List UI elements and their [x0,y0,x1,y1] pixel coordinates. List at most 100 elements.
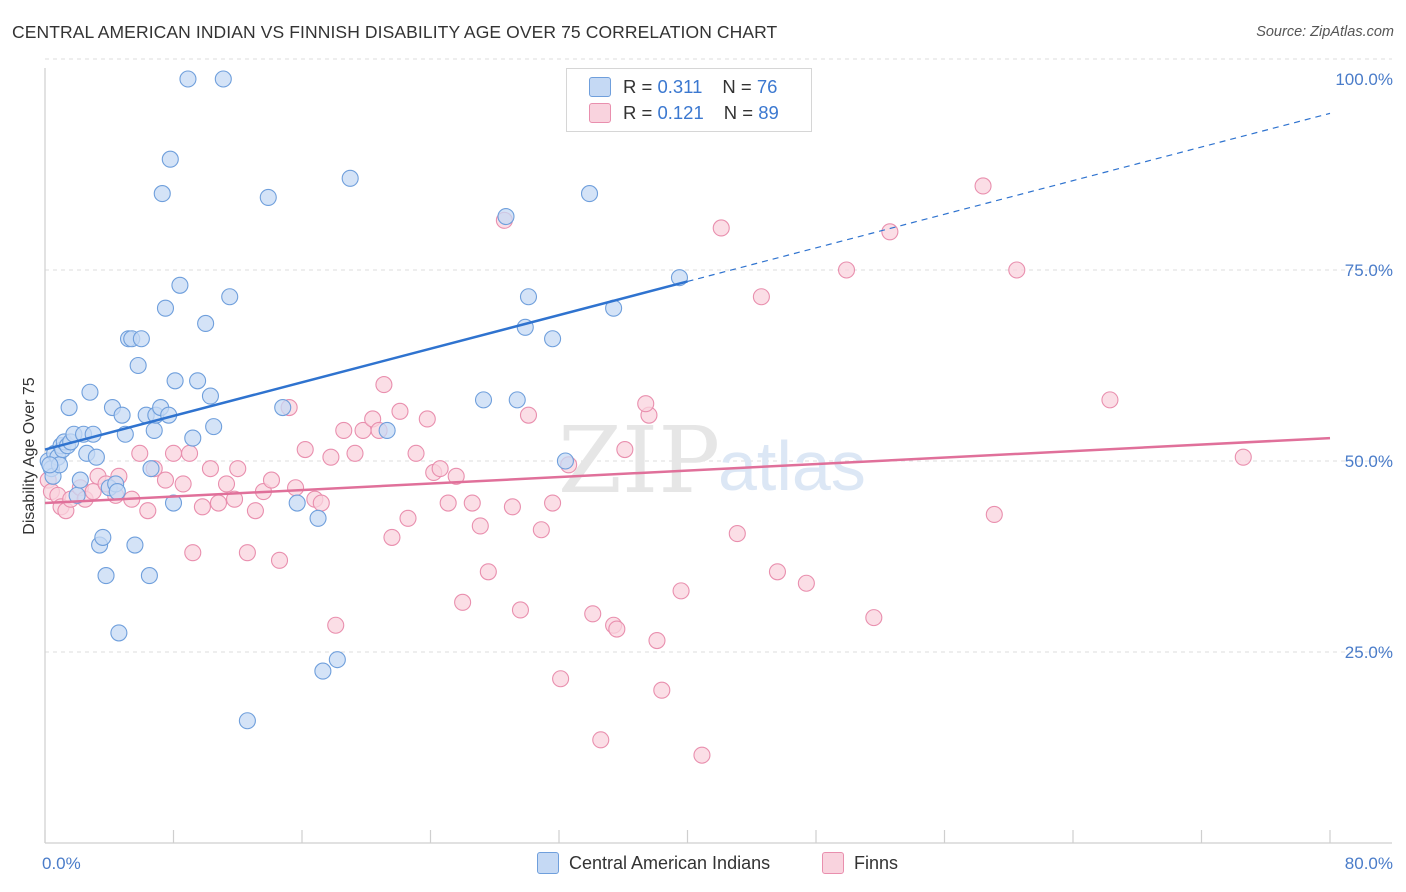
data-point [480,564,496,580]
data-point [114,407,130,423]
data-point [432,461,448,477]
y-axis-label: Disability Age Over 75 [21,377,38,535]
data-point [162,151,178,167]
data-point [392,403,408,419]
data-point [585,606,601,622]
data-point [72,472,88,488]
data-point [504,499,520,515]
data-point [239,713,255,729]
x-tick-label: 80.0% [1345,854,1393,873]
data-point [180,71,196,87]
data-point [609,621,625,637]
data-point [323,449,339,465]
data-point [419,411,435,427]
data-point [400,510,416,526]
data-point [109,484,125,500]
data-point [769,564,785,580]
data-point [882,224,898,240]
data-point [82,384,98,400]
blue-trend-extension [688,113,1331,281]
x-tick-label: 0.0% [42,854,81,873]
data-point [194,499,210,515]
data-point [975,178,991,194]
pink-swatch [822,852,844,874]
bottom-legend-pink-label: Finns [854,853,898,874]
data-point [313,495,329,511]
data-point [206,419,222,435]
legend-r-value: 0.311 [657,76,702,98]
data-point [202,388,218,404]
data-point [222,289,238,305]
data-point [157,472,173,488]
data-point [553,671,569,687]
data-point [1009,262,1025,278]
data-point [95,529,111,545]
data-point [310,510,326,526]
y-tick-label: 50.0% [1345,452,1393,471]
blue-swatch [537,852,559,874]
legend-n-label: N = [722,76,751,98]
data-point [839,262,855,278]
data-point [753,289,769,305]
data-point [328,617,344,633]
data-point [476,392,492,408]
data-point [986,506,1002,522]
data-point [182,445,198,461]
data-point [694,747,710,763]
watermark: ZIP atlas [558,407,866,514]
legend-r-label: R = [623,102,652,124]
data-point [557,453,573,469]
data-point [1235,449,1251,465]
data-point [713,220,729,236]
legend-row-pink: R = 0.121 N = 89 [589,100,779,126]
data-point [673,583,689,599]
bottom-legend-pink: Finns [822,852,898,874]
data-point [190,373,206,389]
data-point [185,545,201,561]
data-point [729,526,745,542]
data-point [408,445,424,461]
watermark-zip: ZIP [558,407,720,514]
legend-n-value: 89 [758,102,779,124]
data-point [146,422,162,438]
data-point [185,430,201,446]
data-point [545,331,561,347]
data-point [272,552,288,568]
data-point [175,476,191,492]
data-point [230,461,246,477]
data-point [154,186,170,202]
data-point [866,610,882,626]
data-point [617,442,633,458]
legend-row-blue: R = 0.311 N = 76 [589,74,777,100]
data-point [61,400,77,416]
data-point [512,602,528,618]
data-point [42,457,58,473]
data-point [202,461,218,477]
data-point [130,358,146,374]
data-point [133,331,149,347]
data-point [127,537,143,553]
correlation-legend: R = 0.311 N = 76 R = 0.121 N = 89 [566,68,812,132]
data-point [472,518,488,534]
data-point [198,315,214,331]
data-point [545,495,561,511]
data-point [297,442,313,458]
data-point [260,189,276,205]
data-point [239,545,255,561]
data-point [329,652,345,668]
data-point [167,373,183,389]
legend-n-value: 76 [757,76,778,98]
data-point [88,449,104,465]
legend-n-label: N = [724,102,753,124]
data-point [289,495,305,511]
data-point [498,209,514,225]
bottom-legend-blue: Central American Indians [537,852,770,874]
data-point [275,400,291,416]
y-tick-label: 25.0% [1345,643,1393,662]
data-point [464,495,480,511]
data-point [638,396,654,412]
central-american-indians-points [40,71,687,729]
data-point [141,568,157,584]
data-point [263,472,279,488]
data-point [455,594,471,610]
